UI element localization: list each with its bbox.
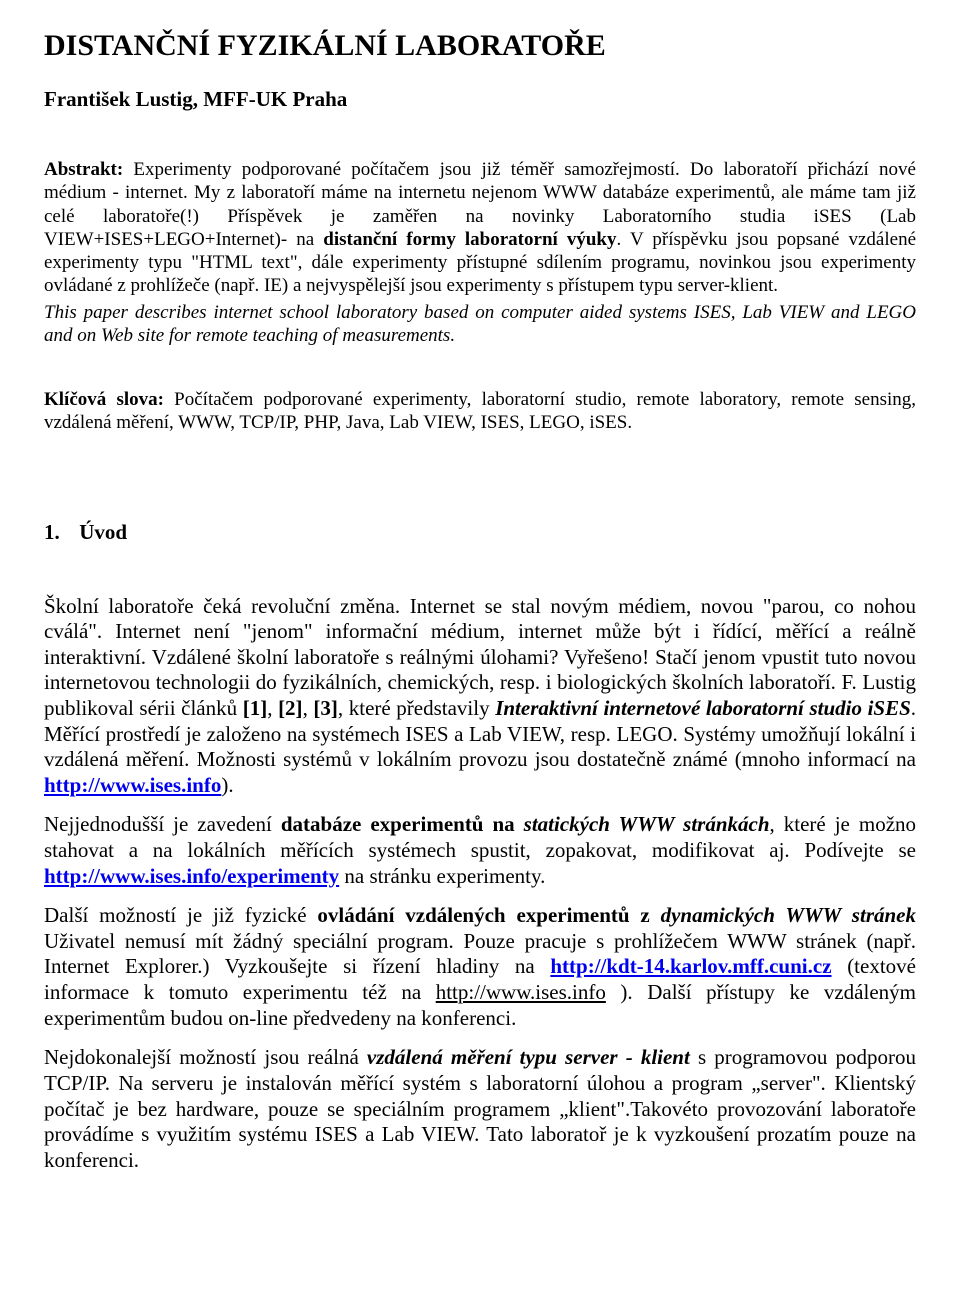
p1-bi1: Interaktivní internetové laboratorní stu… [495,696,911,720]
abstract-en: This paper describes internet school lab… [44,301,916,347]
paragraph-1: Školní laboratoře čeká revoluční změna. … [44,594,916,799]
section-1-heading: 1. Úvod [44,520,916,546]
p4-t1: Nejdokonalejší možností jsou reálná [44,1045,367,1069]
p2-t1: Nejjednodušší je zavedení [44,812,281,836]
p1-t6: ). [221,773,233,797]
author-line: František Lustig, MFF-UK Praha [44,87,916,113]
p2-bi1: statických WWW stránkách [524,812,770,836]
p2-b1: databáze experimentů na [281,812,524,836]
page-title: DISTANČNÍ FYZIKÁLNÍ LABORATOŘE [44,28,916,65]
abstract-label: Abstrakt: [44,159,123,180]
keywords: Klíčová slova: Počítačem podporované exp… [44,388,916,434]
p1-t4: , které představily [338,696,495,720]
section-1-num: 1. [44,520,74,546]
link-ises-exp[interactable]: http://www.ises.info/experimenty [44,864,339,888]
p1-ref1: [1] [243,696,268,720]
keywords-text: Počítačem podporované experimenty, labor… [44,389,916,433]
p3-t1: Další možností je již fyzické [44,903,317,927]
section-1-title: Úvod [79,520,127,544]
p3-b1: ovládání vzdálených experimentů z [317,903,660,927]
p1-ref3: [3] [313,696,338,720]
link-ises-2[interactable]: http://www.ises.info [436,980,606,1004]
abstract-bold: distanční formy laboratorní výuky [323,229,616,250]
paragraph-2: Nejjednodušší je zavedení databáze exper… [44,812,916,889]
p3-bi1: dynamických WWW stránek [661,903,916,927]
p1-t3: , [303,696,314,720]
p2-t3: na stránku experimenty. [339,864,545,888]
link-kdt[interactable]: http://kdt-14.karlov.mff.cuni.cz [550,954,831,978]
p1-t2: , [267,696,278,720]
paragraph-4: Nejdokonalejší možností jsou reálná vzdá… [44,1045,916,1173]
paragraph-3: Další možností je již fyzické ovládání v… [44,903,916,1031]
p4-bi1: vzdálená měření typu server - klient [367,1045,690,1069]
link-ises-1[interactable]: http://www.ises.info [44,773,221,797]
abstract-cs: Abstrakt: Experimenty podporované počíta… [44,158,916,297]
p1-ref2: [2] [278,696,303,720]
keywords-label: Klíčová slova: [44,389,164,410]
